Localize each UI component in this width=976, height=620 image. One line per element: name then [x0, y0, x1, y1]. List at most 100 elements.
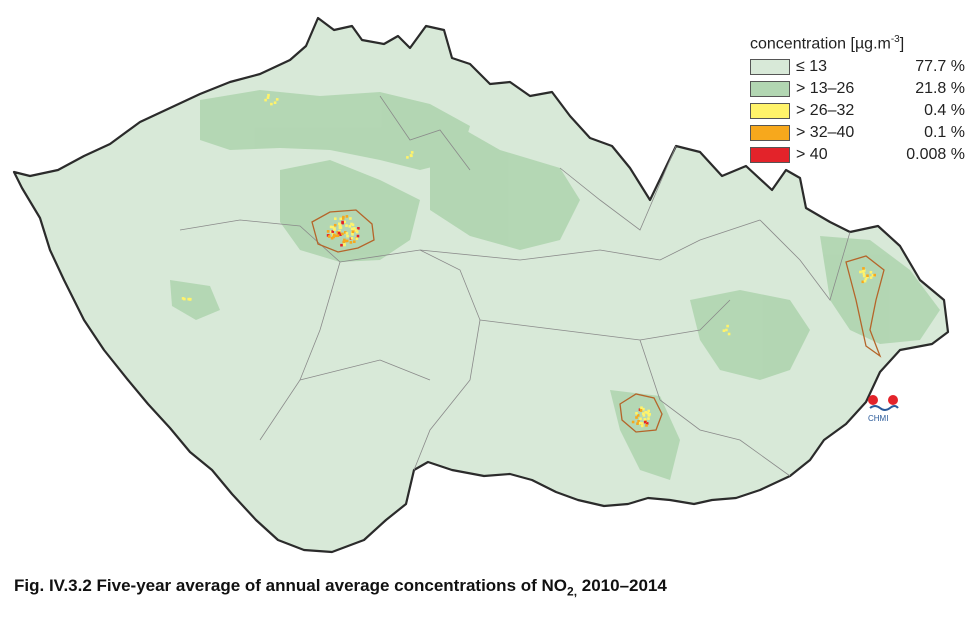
- legend-percent: 0.4 %: [924, 102, 965, 120]
- hotspot-cell: [181, 297, 185, 300]
- hotspot-cell: [873, 273, 876, 277]
- hotspot-cell: [642, 407, 645, 411]
- hotspot-cell: [646, 411, 650, 415]
- hotspot-cell: [355, 237, 359, 240]
- hotspot-cell: [635, 416, 638, 419]
- hotspot-cell: [862, 267, 865, 270]
- hotspot-cell: [722, 329, 726, 332]
- hotspot-cell: [642, 414, 646, 417]
- hotspot-cell: [641, 422, 644, 425]
- figure-caption: Fig. IV.3.2 Five-year average of annual …: [14, 576, 667, 599]
- hotspot-cell: [643, 418, 647, 421]
- hotspot-cell: [631, 420, 635, 424]
- hotspot-cell: [410, 154, 413, 158]
- legend-swatch: [750, 81, 790, 98]
- hotspot-cell: [338, 222, 341, 226]
- legend-swatch: [750, 125, 790, 142]
- hotspot-cell: [344, 231, 347, 234]
- hotspot-cell: [333, 223, 337, 227]
- hotspot-cell: [327, 235, 331, 238]
- hotspot-cell: [339, 233, 342, 236]
- hotspot-cell: [642, 412, 645, 415]
- hotspot-cell: [869, 271, 873, 274]
- hotspot-cell: [266, 96, 270, 99]
- hotspot-cell: [861, 270, 865, 273]
- hotspot-cell: [349, 241, 353, 244]
- hotspot-cell: [352, 229, 356, 232]
- map: concentration [µg.m-3] ≤ 13 77.7 % > 13–…: [12, 16, 965, 554]
- hotspot-cell: [341, 217, 345, 220]
- hotspot-cell: [333, 228, 336, 231]
- hotspot-cell: [639, 408, 643, 412]
- hotspot-cell: [645, 422, 649, 425]
- hotspot-cell: [647, 409, 650, 413]
- chmi-logo-mark: [868, 395, 899, 411]
- prague-boundary: [311, 209, 375, 253]
- hotspot-cell: [337, 231, 341, 235]
- hotspot-cell: [345, 232, 349, 235]
- legend-percent: 21.8 %: [915, 80, 965, 98]
- hotspot-cell: [334, 234, 338, 238]
- hotspot-cell: [331, 225, 335, 229]
- hotspot-cell: [866, 274, 869, 277]
- hotspot-cell: [343, 238, 346, 242]
- hotspot-cell: [350, 227, 354, 231]
- legend-item: > 32–40 0.1 %: [750, 122, 965, 144]
- hotspot-cell: [861, 280, 865, 284]
- hotspot-cell: [329, 225, 333, 229]
- hotspot-cell: [647, 417, 650, 420]
- hotspot-cell: [640, 406, 643, 409]
- hotspot-cell: [643, 420, 647, 424]
- hotspot-cell: [342, 215, 345, 219]
- hotspot-cell: [356, 234, 360, 238]
- hotspot-cell: [350, 222, 353, 226]
- hotspot-cell: [264, 98, 267, 102]
- legend-label: > 32–40: [796, 124, 855, 142]
- hotspot-cell: [863, 269, 866, 272]
- hotspot-cell: [862, 274, 866, 278]
- legend-label: > 13–26: [796, 80, 855, 98]
- hotspot-cell: [406, 156, 409, 159]
- hotspot-cell: [357, 227, 360, 230]
- hotspot-cell: [332, 235, 335, 239]
- hotspot-cell: [726, 324, 729, 328]
- hotspot-cell: [345, 224, 348, 227]
- czech-republic-map: [12, 16, 950, 554]
- legend-percent: 77.7 %: [915, 58, 965, 76]
- hotspot-cell: [345, 239, 349, 243]
- hotspot-cell: [353, 240, 356, 243]
- hotspot-cell: [336, 231, 339, 234]
- pollution-hotspots: [181, 93, 876, 428]
- hotspot-cell: [345, 215, 349, 218]
- hotspot-cell: [863, 279, 867, 283]
- hotspot-cell: [727, 332, 731, 336]
- hotspot-cell: [326, 230, 330, 233]
- legend-label: > 40: [796, 146, 828, 164]
- hotspot-cell: [862, 272, 866, 275]
- legend-item: > 26–32 0.4 %: [750, 100, 965, 122]
- hotspot-cell: [332, 233, 336, 237]
- hotspot-cell: [866, 275, 869, 279]
- hotspot-cell: [351, 230, 355, 233]
- regional-borders: [179, 95, 851, 477]
- hotspot-cell: [343, 220, 346, 224]
- legend-swatch: [750, 59, 790, 76]
- hotspot-cell: [635, 412, 638, 415]
- legend: concentration [µg.m-3] ≤ 13 77.7 % > 13–…: [750, 34, 965, 166]
- legend-label: ≤ 13: [796, 58, 828, 76]
- hotspot-cell: [645, 424, 648, 427]
- hotspot-cell: [639, 417, 642, 421]
- hotspot-cell: [341, 232, 344, 236]
- hotspot-cell: [410, 151, 414, 154]
- legend-percent: 0.1 %: [924, 124, 965, 142]
- country-outline: [12, 16, 950, 554]
- legend-label: > 26–32: [796, 102, 855, 120]
- hotspot-cell: [637, 420, 640, 423]
- hotspot-cell: [339, 217, 342, 221]
- chmi-logo-text: CHMI: [868, 414, 889, 423]
- hotspot-cell: [349, 217, 352, 220]
- hotspot-cell: [639, 421, 642, 425]
- legend-item: > 40 0.008 %: [750, 144, 965, 166]
- hotspot-cell: [869, 276, 873, 279]
- hotspot-cell: [270, 102, 273, 106]
